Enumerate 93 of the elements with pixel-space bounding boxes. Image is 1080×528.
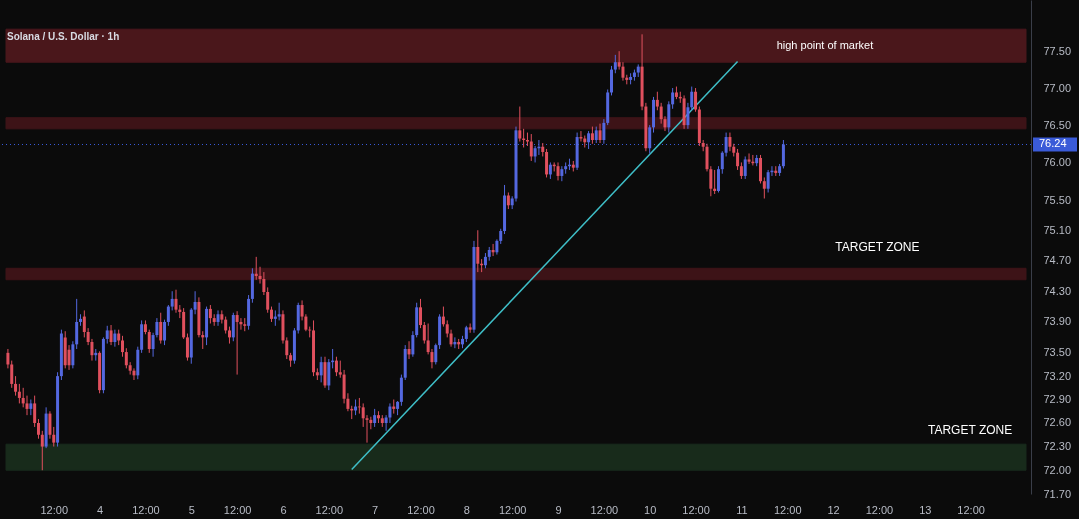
y-tick-label: 76.50 [1043, 118, 1072, 131]
candlestick [323, 356, 327, 389]
candlestick [518, 106, 522, 143]
candlestick [334, 356, 338, 377]
x-tick-label: 12:00 [40, 503, 69, 516]
x-tick-label: 12:00 [498, 503, 527, 516]
x-tick-label: 5 [188, 503, 195, 516]
candlestick [648, 124, 652, 154]
x-tick-label: 8 [463, 503, 470, 516]
y-tick-label: 72.90 [1043, 393, 1072, 406]
candlestick [747, 152, 751, 165]
candlestick [579, 130, 583, 143]
candlestick [185, 333, 189, 362]
y-tick-label: 73.90 [1043, 315, 1072, 328]
candlestick [159, 312, 163, 345]
candlestick [113, 329, 117, 348]
annotation: TARGET ZONE [928, 423, 1013, 438]
candlestick [529, 133, 533, 162]
y-tick-label: 72.60 [1043, 416, 1072, 429]
text: Solana / U.S. Dollar · 1h [7, 31, 120, 42]
x-tick-label: 12:00 [223, 503, 252, 516]
y-tick-label: 76.00 [1043, 155, 1072, 168]
candlestick [694, 87, 698, 113]
y-tick-label: 77.00 [1043, 81, 1072, 94]
candlestick [48, 410, 52, 440]
candlestick [36, 418, 40, 440]
candlestick [598, 123, 602, 144]
y-tick-label: 71.70 [1043, 487, 1072, 500]
candlestick [174, 289, 178, 314]
candlestick [170, 290, 174, 311]
y-tick-label: 77.50 [1043, 44, 1072, 57]
candlestick [40, 430, 44, 471]
candlestick [163, 319, 167, 346]
x-tick-label: 7 [372, 503, 379, 516]
x-tick-label: 9 [555, 503, 562, 516]
candlestick [667, 100, 671, 134]
x-tick-label: 12:00 [957, 503, 985, 516]
candlestick [25, 395, 29, 416]
candlestick [319, 356, 323, 383]
x-tick-label: 12:00 [682, 503, 710, 516]
candlestick [766, 169, 770, 193]
candlestick [728, 132, 732, 152]
candlestick [418, 298, 422, 329]
y-tick-label: 74.70 [1043, 254, 1072, 267]
x-tick-label: 12:00 [773, 503, 802, 516]
candlestick [17, 383, 21, 404]
y-tick-label: 72.00 [1043, 463, 1072, 476]
y-tick-label: 74.30 [1043, 284, 1072, 297]
y-tick-label: 72.30 [1043, 440, 1072, 453]
x-tick-label: 4 [97, 503, 104, 516]
candlestick [762, 176, 766, 200]
candlestick [610, 65, 614, 96]
candlestick [476, 229, 480, 273]
candlestick [407, 340, 411, 360]
candlestick [743, 155, 747, 180]
x-tick-label: 10 [644, 503, 657, 516]
x-tick-label: 12 [827, 503, 840, 516]
candlestick [235, 310, 239, 376]
candlestick [277, 302, 281, 321]
x-tick-label: 12:00 [407, 503, 435, 516]
candlestick [33, 395, 37, 428]
candlestick [109, 324, 113, 346]
x-tick-label: 6 [280, 503, 287, 516]
candlestick [781, 139, 785, 169]
candlestick [441, 306, 445, 328]
candlestick [216, 309, 220, 327]
y-tick-label: 73.50 [1043, 346, 1072, 359]
candlestick [166, 304, 170, 327]
candlestick [231, 312, 235, 342]
candlestick [716, 165, 720, 193]
candlestick [208, 304, 212, 324]
candlestick [556, 161, 560, 181]
x-tick-label: 11 [736, 503, 748, 516]
y-tick-label: 75.10 [1043, 223, 1072, 236]
candlestick [121, 335, 125, 358]
y-tick-label: 73.20 [1043, 369, 1072, 382]
x-tick-label: 13 [919, 503, 932, 516]
candlestick [655, 91, 659, 111]
candlestick [434, 343, 438, 365]
x-tick-label: 12:00 [590, 503, 619, 516]
x-tick-label: 12:00 [315, 503, 344, 516]
candlestick [124, 347, 128, 369]
ref-line-label: 76.24 [1039, 137, 1067, 150]
band-label: high point of market [776, 38, 874, 51]
x-tick-label: 12:00 [132, 503, 160, 516]
candlestick [613, 54, 617, 74]
x-tick-label: 12:00 [865, 503, 894, 516]
y-tick-label: 75.50 [1043, 193, 1072, 206]
candlestick [736, 148, 740, 171]
annotation: TARGET ZONE [835, 240, 920, 255]
candlestick [327, 358, 331, 391]
candlestick [14, 375, 18, 397]
candlestick [147, 329, 151, 354]
